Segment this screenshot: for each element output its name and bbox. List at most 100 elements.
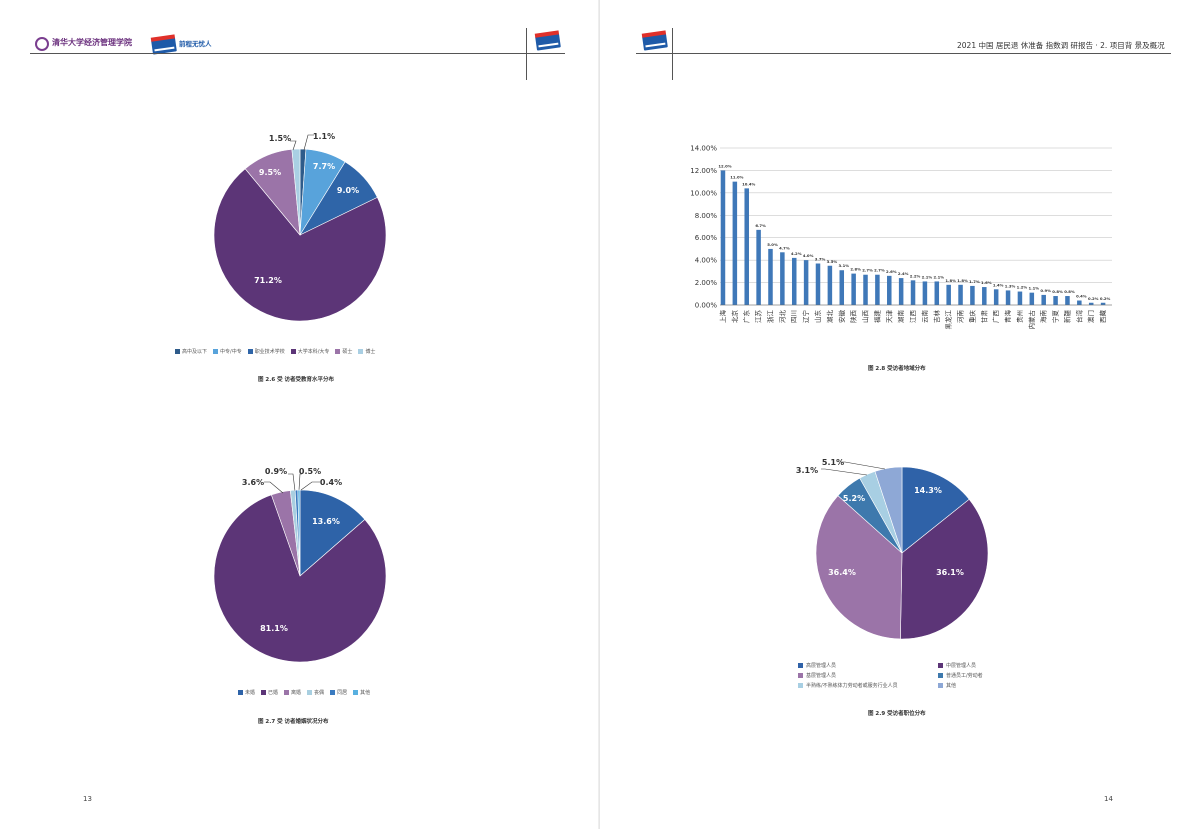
bar-data-label: 0.8% [1052, 289, 1063, 294]
x-tick-label: 云南 [920, 310, 929, 324]
bar-data-label: 2.7% [874, 268, 885, 273]
bar-data-label: 0.2% [1100, 296, 1111, 301]
bar-data-label: 1.8% [945, 278, 956, 283]
header-rule-right [636, 53, 1171, 54]
legend-swatch [353, 690, 359, 695]
legend-item: 其他 [353, 689, 370, 696]
legend-label: 职业技术学校 [254, 349, 285, 355]
bar [934, 281, 940, 305]
x-tick-label: 贵州 [1015, 310, 1024, 323]
bar-data-label: 1.7% [969, 279, 980, 284]
bar [780, 252, 785, 305]
left-page-number: 13 [83, 795, 92, 803]
marital-legend: 未婚 已婚 离婚 丧偶 同居 其他 [238, 689, 376, 696]
x-tick-label: 广西 [991, 310, 1000, 324]
legend-label: 中层管理人员 [946, 663, 977, 669]
pie-data-label-5: 9.5% [259, 168, 281, 177]
legend-label: 半熟练/不熟练体力劳动者或服务行业人员 [806, 683, 898, 689]
bar [827, 265, 833, 305]
legend-label: 中专/中专 [220, 349, 242, 355]
bar-data-label: 3.7% [815, 257, 826, 262]
partner-logo-text: 前程无忧人 [179, 40, 212, 48]
bar-data-label: 2.1% [922, 274, 933, 279]
pie-slice-4 [213, 168, 387, 322]
legend-item: 其他 [938, 682, 1038, 689]
pie-leader-line-1 [303, 134, 314, 151]
legend-swatch [798, 683, 803, 688]
x-tick-label: 重庆 [967, 310, 976, 324]
x-tick-label: 天津 [885, 310, 893, 324]
legend-item: 基层管理人员 [798, 672, 938, 679]
y-tick-label: 12.00% [690, 167, 717, 175]
legend-item: 中层管理人员 [938, 662, 1038, 669]
legend-label: 普通员工/劳动者 [946, 673, 983, 679]
bar [982, 287, 987, 305]
bar [1088, 302, 1094, 305]
x-tick-label: 山东 [813, 310, 822, 324]
x-tick-label: 河南 [956, 310, 965, 324]
legend-swatch [247, 349, 253, 354]
pie-data-label-3: 9.0% [337, 186, 359, 195]
header-divider-right [672, 28, 673, 80]
bar [1029, 292, 1035, 305]
y-tick-label: 2.00% [695, 279, 718, 287]
left-page: 清华大学经济管理学院 前程无忧人 1.1% 7.7% 9.0% 71.2% 9.5% 1.… [0, 0, 600, 829]
bar-data-label: 4.2% [791, 251, 802, 256]
bar [946, 284, 951, 305]
legend-item: 已婚 [261, 689, 278, 696]
bar [1077, 300, 1082, 305]
pie-slice-3 [815, 495, 903, 640]
bar-data-label: 3.5% [827, 259, 838, 264]
report-header-title: 2021 中国 居民退 休准备 指数调 研报告 · 2. 项目背 景及概况 [957, 41, 1165, 50]
pie-data-label-3: 36.4% [828, 568, 856, 577]
bar-data-label: 10.4% [742, 181, 755, 186]
bar-data-label: 1.8% [957, 278, 968, 283]
x-tick-label: 山西 [861, 310, 870, 324]
legend-label: 同居 [337, 690, 348, 696]
pie-data-label-5: 3.1% [796, 466, 818, 475]
legend-swatch [261, 690, 267, 695]
legend-label: 博士 [365, 349, 376, 355]
legend-label: 离婚 [291, 690, 302, 696]
header-rule [30, 53, 565, 54]
pie-leader-line-3 [264, 481, 284, 494]
x-tick-label: 海南 [1039, 310, 1048, 324]
bar [1053, 296, 1058, 305]
x-tick-label: 广东 [742, 310, 751, 324]
bar [958, 284, 963, 305]
legend-item: 半熟练/不熟练体力劳动者或服务行业人员 [798, 682, 938, 689]
pie-leader-line-6 [841, 461, 886, 470]
pie-data-label-1: 14.3% [914, 486, 942, 495]
x-tick-label: 安徽 [837, 310, 846, 324]
bar [815, 263, 821, 305]
pie-data-label-6: 0.4% [320, 478, 342, 487]
marital-figure-caption: 图 2.7 受 访者婚姻状况分布 [258, 719, 329, 725]
pie-leader-line-6 [290, 140, 297, 151]
legend-item: 离婚 [284, 689, 301, 696]
legend-item: 高中及以下 [175, 348, 207, 355]
bar-data-label: 4.7% [779, 245, 790, 250]
education-legend: 高中及以下 中专/中专 职业技术学校 大学本科/大专 硕士 博士 [175, 348, 381, 355]
header-brand-icon-right [642, 33, 668, 51]
bar-data-label: 1.4% [993, 282, 1004, 287]
right-page: 2021 中国 居民退 休准备 指数调 研报告 · 2. 项目背 景及概况 0.… [600, 0, 1200, 829]
legend-label: 未婚 [245, 690, 256, 696]
bar-data-label: 3.1% [838, 263, 849, 268]
bar [993, 289, 999, 305]
legend-label: 高中及以下 [182, 349, 208, 355]
legend-swatch [798, 663, 803, 668]
occupation-figure-caption: 图 2.9 受访者职位分布 [868, 711, 926, 717]
pie-slice-6 [291, 148, 301, 236]
pie-data-label-2: 36.1% [936, 568, 964, 577]
x-tick-label: 澳门 [1086, 310, 1095, 323]
bar-data-label: 1.1% [1029, 286, 1040, 291]
x-tick-label: 北京 [730, 310, 739, 324]
pie-data-label-1: 1.1% [313, 132, 335, 141]
pie-data-label-6: 1.5% [269, 134, 291, 143]
pie-leader-line-6 [300, 481, 320, 491]
bar-data-label: 0.8% [1064, 289, 1075, 294]
y-tick-label: 8.00% [695, 212, 718, 220]
pie-data-label-2: 7.7% [313, 162, 335, 171]
y-tick-label: 0.00% [695, 302, 718, 310]
x-tick-label: 西藏 [1098, 310, 1107, 324]
